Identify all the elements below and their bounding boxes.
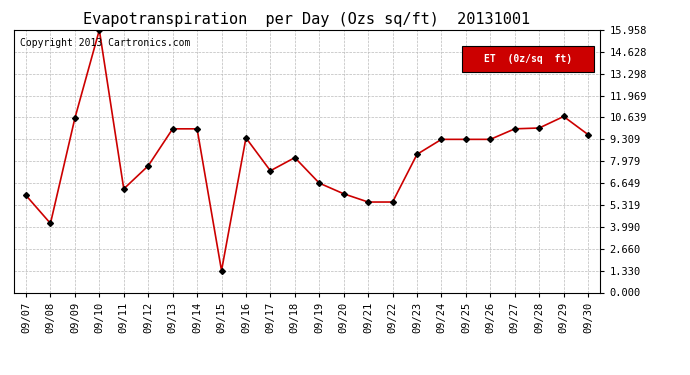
Text: ET  (0z/sq  ft): ET (0z/sq ft) bbox=[484, 54, 573, 64]
Text: Copyright 2013 Cartronics.com: Copyright 2013 Cartronics.com bbox=[19, 38, 190, 48]
FancyBboxPatch shape bbox=[462, 46, 594, 72]
Title: Evapotranspiration  per Day (Ozs sq/ft)  20131001: Evapotranspiration per Day (Ozs sq/ft) 2… bbox=[83, 12, 531, 27]
